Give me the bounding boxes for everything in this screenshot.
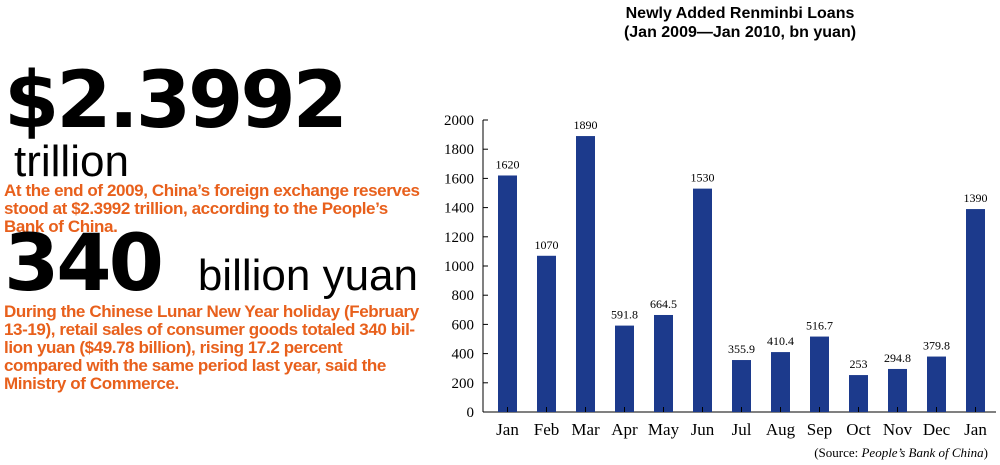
data-label: 1070 <box>535 238 559 252</box>
bar <box>576 136 595 412</box>
y-tick-label: 200 <box>452 376 475 392</box>
bar <box>615 325 634 412</box>
chart-title-line2: (Jan 2009—Jan 2010, bn yuan) <box>623 24 857 41</box>
x-tick-label: May <box>648 420 680 439</box>
bar <box>966 209 985 412</box>
x-tick-label: Sep <box>807 420 833 439</box>
y-tick-label: 2000 <box>444 113 474 129</box>
source-name: People’s Bank of China <box>861 445 984 460</box>
data-label: 1620 <box>496 157 520 171</box>
stat-headline: $2.3992trillion <box>4 62 434 184</box>
stat-description: During the Chinese Lunar New Year holida… <box>4 302 419 393</box>
source-prefix: (Source: <box>814 445 862 460</box>
x-tick-label: Jun <box>691 420 715 439</box>
y-tick-label: 1400 <box>444 201 474 217</box>
bar <box>849 375 868 412</box>
y-tick-label: 400 <box>452 347 475 363</box>
stat-unit: billion yuan <box>197 251 418 300</box>
stat-value: 340 <box>4 219 164 309</box>
source-suffix: ) <box>983 445 988 460</box>
data-label: 1390 <box>964 191 988 205</box>
data-label: 1530 <box>691 171 715 185</box>
y-tick-label: 800 <box>452 288 475 304</box>
bar <box>927 356 946 412</box>
data-label: 379.8 <box>923 339 950 353</box>
y-tick-label: 600 <box>452 317 475 333</box>
x-tick-label: Apr <box>611 420 638 439</box>
bar <box>693 188 712 412</box>
bar <box>498 175 517 412</box>
x-tick-label: Jan <box>496 420 519 439</box>
stat-description: At the end of 2009, China’s foreign exch… <box>4 181 420 236</box>
y-tick-label: 1200 <box>444 230 474 246</box>
x-tick-label: Jan <box>964 420 987 439</box>
x-tick-label: Oct <box>846 420 871 439</box>
y-tick-label: 1800 <box>444 142 474 158</box>
bar <box>537 255 556 412</box>
data-label: 294.8 <box>884 351 911 365</box>
data-label: 516.7 <box>806 319 833 333</box>
bar <box>810 336 829 412</box>
x-tick-label: Mar <box>571 420 600 439</box>
x-tick-label: Aug <box>766 420 796 439</box>
data-label: 591.8 <box>611 308 638 322</box>
stat-forex-reserves: $2.3992trillion At the end of 2009, Chin… <box>4 62 434 236</box>
chart-title: Newly Added Renminbi Loans (Jan 2009—Jan… <box>560 4 920 42</box>
stat-retail-sales: 340 billion yuan During the Chinese Lunar… <box>4 225 434 393</box>
y-tick-label: 0 <box>467 405 475 421</box>
data-label: 410.4 <box>767 334 794 348</box>
data-label: 664.5 <box>650 297 677 311</box>
y-tick-label: 1600 <box>444 171 474 187</box>
bar <box>732 360 751 412</box>
x-tick-label: Jul <box>732 420 752 439</box>
bar <box>771 352 790 412</box>
data-label: 355.9 <box>728 342 755 356</box>
y-tick-label: 1000 <box>444 259 474 275</box>
bar <box>654 314 673 412</box>
data-label: 1890 <box>574 118 598 132</box>
chart-title-line1: Newly Added Renminbi Loans <box>625 5 855 22</box>
stat-value: $2.3992 <box>4 56 348 146</box>
stat-headline: 340 billion yuan <box>4 225 434 303</box>
stat-unit: trillion <box>14 137 129 186</box>
chart-source: (Source: People’s Bank of China) <box>814 445 988 461</box>
x-tick-label: Feb <box>534 420 560 439</box>
x-tick-label: Nov <box>883 420 913 439</box>
bar <box>888 368 907 412</box>
data-label: 253 <box>850 357 868 371</box>
x-tick-label: Dec <box>923 420 951 439</box>
